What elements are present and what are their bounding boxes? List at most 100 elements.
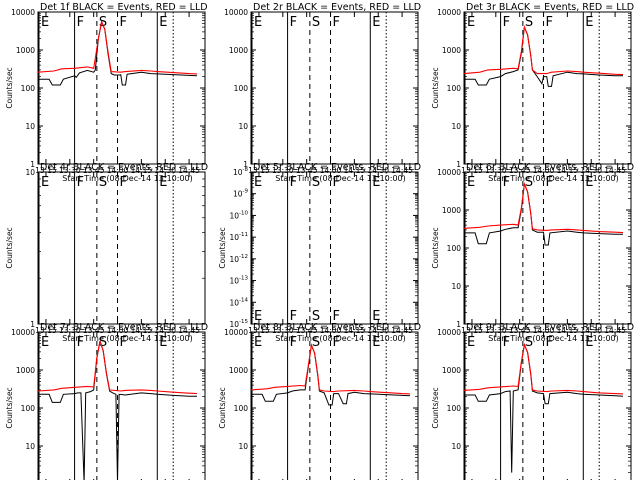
marker-label-bottom: E xyxy=(254,309,262,324)
y-tick-label: 100 xyxy=(234,404,249,413)
y-tick-label: 10-12 xyxy=(229,254,248,264)
y-tick-label: 100 xyxy=(21,84,36,93)
marker-label-f: F xyxy=(77,15,84,30)
panel-title: Det 2r BLACK = Events, RED = LLD xyxy=(253,2,421,13)
panel-title: Det 8r BLACK = Events, RED = LLD xyxy=(253,322,421,333)
x-tick-label: 14:00 xyxy=(107,166,129,175)
x-tick-label: 13:30 xyxy=(485,326,507,335)
marker-label-e: E xyxy=(585,335,593,350)
series-lld-line xyxy=(37,20,198,75)
y-tick-label: 10-14 xyxy=(229,297,248,307)
y-tick-label: 100 xyxy=(447,404,462,413)
marker-label-s: S xyxy=(525,335,533,350)
y-tick-label: 10-10 xyxy=(229,210,248,220)
marker-label-f: F xyxy=(120,335,127,350)
x-axis-label: Start Time (08-Dec-14 13:10:00) xyxy=(488,334,619,343)
marker-label-f: F xyxy=(290,15,297,30)
y-tick-label: 1000 xyxy=(442,46,461,55)
marker-label-s: S xyxy=(525,175,533,190)
panel-det-8: Det 8r BLACK = Events, RED = LLD Counts/s… xyxy=(218,322,421,480)
x-tick-label: 14:45 xyxy=(178,326,200,335)
marker-label-e: E xyxy=(372,175,380,190)
marker-label-e: E xyxy=(585,175,593,190)
marker-label-e: E xyxy=(254,15,262,30)
marker-label-f: F xyxy=(546,175,553,190)
panel-det-1: Det 1f BLACK = Events, RED = LLD Counts/s… xyxy=(5,2,208,183)
y-tick-label: 10 xyxy=(451,442,461,451)
marker-label-s: S xyxy=(99,15,107,30)
marker-label-f: F xyxy=(546,335,553,350)
panel-title: Det 6r BLACK = Events, RED = LLD xyxy=(466,162,634,173)
marker-label-e: E xyxy=(41,15,49,30)
marker-label-e: E xyxy=(467,175,475,190)
y-tick-label: 10 xyxy=(25,122,35,131)
series-events-line xyxy=(251,343,411,406)
x-tick-label: 14:15 xyxy=(557,166,579,175)
x-tick-label: 13:45 xyxy=(296,326,318,335)
y-tick-label: 1 xyxy=(30,160,35,169)
y-axis-label: Counts/sec xyxy=(218,387,227,428)
x-tick-label: 14:15 xyxy=(344,166,366,175)
y-tick-label: 10-15 xyxy=(229,319,248,329)
panel-det-7: Det 7r BLACK = Events, RED = LLD Counts/s… xyxy=(5,322,208,480)
y-tick-label: 10000 xyxy=(437,8,461,17)
marker-label-e: E xyxy=(41,335,49,350)
marker-label-e: E xyxy=(254,335,262,350)
x-tick-label: 14:45 xyxy=(391,326,413,335)
y-tick-label: 10-9 xyxy=(233,189,249,199)
y-tick-label: 10000 xyxy=(437,328,461,337)
x-tick-label: 14:15 xyxy=(344,326,366,335)
x-tick-label: 14:30 xyxy=(580,326,602,335)
y-tick-label: 10-11 xyxy=(229,232,248,242)
x-tick-label: 14:15 xyxy=(131,166,153,175)
y-axis-label: Counts/sec xyxy=(431,227,440,268)
y-tick-label: 1 xyxy=(30,320,35,329)
series-lld-line xyxy=(463,181,624,234)
panel-title: Det 3r BLACK = Events, RED = LLD xyxy=(466,2,634,13)
x-tick-label: 13:30 xyxy=(59,326,81,335)
marker-label-f: F xyxy=(333,175,340,190)
marker-label-f: F xyxy=(503,175,510,190)
marker-label-f: F xyxy=(290,335,297,350)
y-tick-label: 10-8 xyxy=(233,167,249,177)
marker-label-f: F xyxy=(333,15,340,30)
x-tick-label: 13:15 xyxy=(248,326,270,335)
y-axis-label: Counts/sec xyxy=(5,67,14,108)
series-lld-line xyxy=(463,24,624,76)
x-tick-label: 13:45 xyxy=(83,166,105,175)
y-axis-label: Counts/sec xyxy=(5,387,14,428)
panel-det-9: Det 9r BLACK = Events, RED = LLD Counts/s… xyxy=(431,322,634,480)
panel-title: Det 7r BLACK = Events, RED = LLD xyxy=(40,322,208,333)
y-tick-label: 1000 xyxy=(442,366,461,375)
marker-label-s: S xyxy=(312,15,320,30)
marker-label-f: F xyxy=(503,15,510,30)
x-tick-label: 14:45 xyxy=(391,166,413,175)
x-axis-label: Start Time (08-Dec-14 13:10:00) xyxy=(488,174,619,183)
marker-label-e: E xyxy=(159,15,167,30)
panel-title: Det 4r BLACK = Events, RED = LLD xyxy=(40,162,208,173)
y-tick-label: 10000 xyxy=(11,8,35,17)
x-tick-label: 14:00 xyxy=(107,326,129,335)
plot-frame xyxy=(250,11,419,165)
marker-label-e: E xyxy=(41,175,49,190)
x-tick-label: 13:45 xyxy=(509,166,531,175)
y-tick-label: 10000 xyxy=(437,168,461,177)
y-tick-label: 10 xyxy=(238,122,248,131)
x-tick-label: 13:15 xyxy=(461,326,483,335)
marker-label-s: S xyxy=(312,335,320,350)
series-lld-line xyxy=(463,342,624,395)
panel-det-5: Det 5r BLACK = Events, RED = LLD Counts/s… xyxy=(218,162,421,343)
x-tick-label: 13:15 xyxy=(461,166,483,175)
marker-label-f: F xyxy=(290,175,297,190)
plot-frame xyxy=(37,331,206,480)
x-tick-label: 13:45 xyxy=(296,166,318,175)
y-tick-label: 10 xyxy=(238,442,248,451)
y-tick-label: 10000 xyxy=(224,8,248,17)
y-tick-label: 1 xyxy=(456,160,461,169)
y-tick-label: 10 xyxy=(25,168,35,177)
x-tick-label: 14:30 xyxy=(367,326,389,335)
marker-label-f: F xyxy=(120,15,127,30)
marker-label-s: S xyxy=(312,175,320,190)
x-tick-label: 13:45 xyxy=(509,326,531,335)
marker-label-e: E xyxy=(372,15,380,30)
